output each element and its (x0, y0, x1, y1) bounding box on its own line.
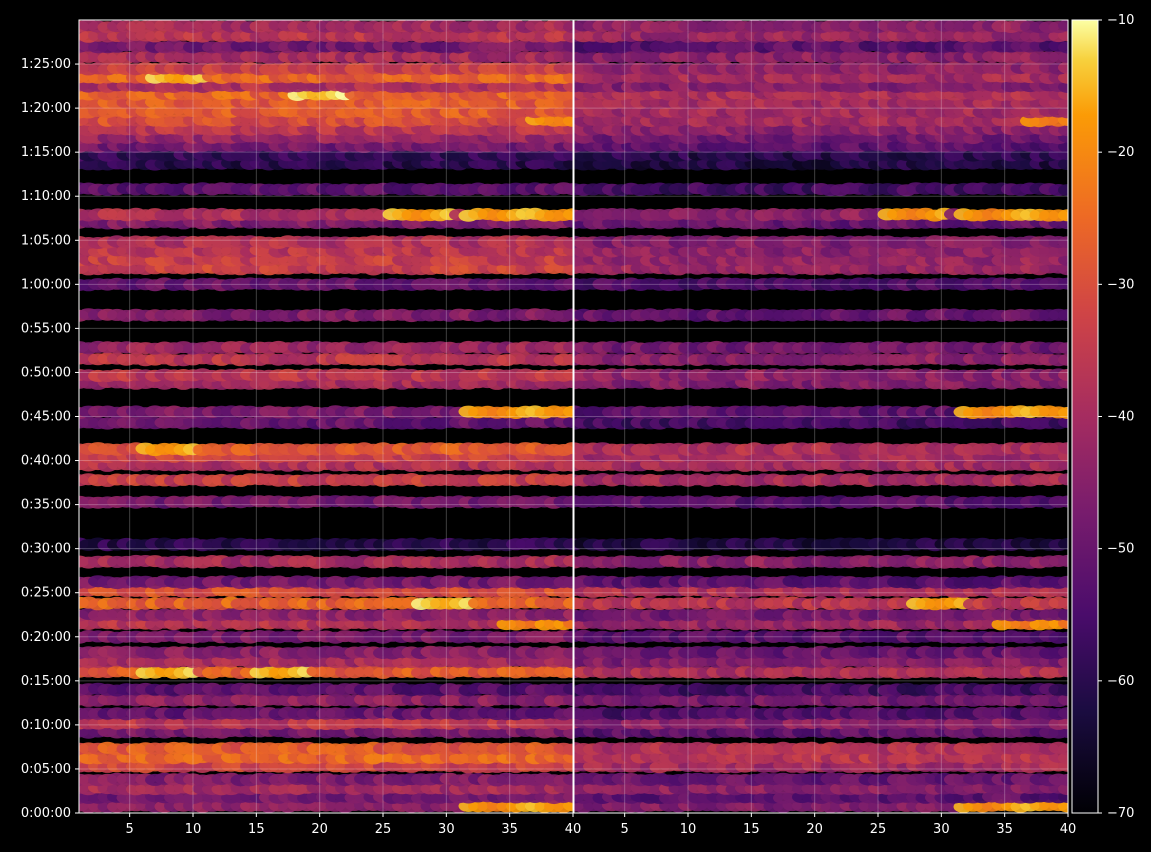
heat-cell (563, 368, 573, 381)
heat-row (574, 706, 1068, 721)
heat-cell (563, 694, 573, 706)
heat-row (79, 584, 573, 598)
heat-cell (563, 576, 573, 589)
heat-cell (563, 683, 573, 695)
heat-row (574, 340, 1068, 355)
heat-cell (563, 71, 573, 84)
heat-row (574, 772, 1068, 787)
heat-row (79, 340, 573, 355)
heat-cell (563, 585, 573, 598)
heat-row (79, 308, 573, 323)
heat-row (79, 20, 573, 34)
heat-row (79, 182, 573, 197)
heat-cell (563, 743, 573, 756)
heat-row (574, 442, 1068, 457)
heat-row (79, 442, 573, 457)
heat-row (79, 772, 573, 787)
heat-cell (563, 341, 573, 354)
heat-cell (563, 183, 573, 196)
heat-row (79, 235, 573, 249)
heat-row (79, 277, 573, 292)
heat-cell (563, 277, 573, 290)
heat-row (574, 368, 1068, 382)
heat-row (79, 706, 573, 721)
heat-cell (563, 473, 573, 486)
heat-row (574, 596, 1068, 611)
heat-cell (563, 783, 573, 796)
heat-row (79, 50, 573, 64)
heat-row (79, 207, 573, 222)
heat-cell (563, 773, 573, 786)
heat-row (79, 665, 573, 679)
heat-cell (563, 405, 573, 418)
heat-row (574, 741, 1068, 756)
heat-row (79, 39, 573, 54)
heat-cell (563, 61, 573, 74)
heat-row (79, 352, 573, 367)
heat-row (79, 368, 573, 383)
heat-row (574, 495, 1068, 509)
heat-row (79, 790, 573, 805)
heat-row (79, 596, 573, 611)
heat-row (79, 682, 573, 697)
heat-cell (563, 597, 573, 610)
heat-row (79, 693, 573, 708)
heat-cell (563, 717, 573, 730)
heat-row (574, 645, 1068, 660)
heat-row (79, 645, 573, 660)
heat-cell (563, 40, 573, 53)
heat-row (79, 405, 573, 420)
heat-cell (563, 459, 573, 472)
heat-cell (563, 237, 573, 249)
heat-row (79, 537, 573, 552)
heat-row (79, 741, 573, 756)
heat-cell (563, 630, 573, 643)
heat-cell (563, 208, 573, 221)
heat-row (574, 682, 1068, 697)
heat-cell (563, 308, 573, 321)
heat-row (79, 495, 573, 509)
heat-row (574, 575, 1068, 590)
right-panel-heatmap (574, 20, 1068, 813)
heat-row (79, 781, 573, 796)
heat-row (79, 113, 573, 128)
heat-row (79, 415, 573, 430)
heat-cell (563, 647, 573, 660)
heat-cell (563, 442, 573, 455)
heat-cell (563, 353, 573, 366)
heat-row (79, 607, 573, 622)
heat-cell (563, 263, 573, 276)
heat-row (79, 629, 573, 644)
heat-cell (563, 416, 573, 428)
heat-row (79, 473, 573, 487)
heat-cell (563, 608, 573, 621)
heat-cell (563, 495, 573, 508)
heat-row (79, 575, 573, 590)
heat-row (574, 554, 1068, 569)
heat-cell (563, 30, 573, 43)
heat-cell (563, 707, 573, 719)
heat-cell (563, 538, 573, 551)
heat-row (79, 554, 573, 569)
heat-cell (563, 555, 573, 567)
heat-row (574, 607, 1068, 622)
heat-row (79, 716, 573, 731)
heat-row (79, 95, 573, 110)
heat-cell (563, 21, 573, 33)
heat-row (574, 473, 1068, 487)
heat-cell (563, 50, 573, 63)
heat-row (79, 61, 573, 76)
left-panel-heatmap (79, 20, 573, 813)
heat-cell (563, 114, 573, 127)
heat-cell (563, 665, 573, 678)
